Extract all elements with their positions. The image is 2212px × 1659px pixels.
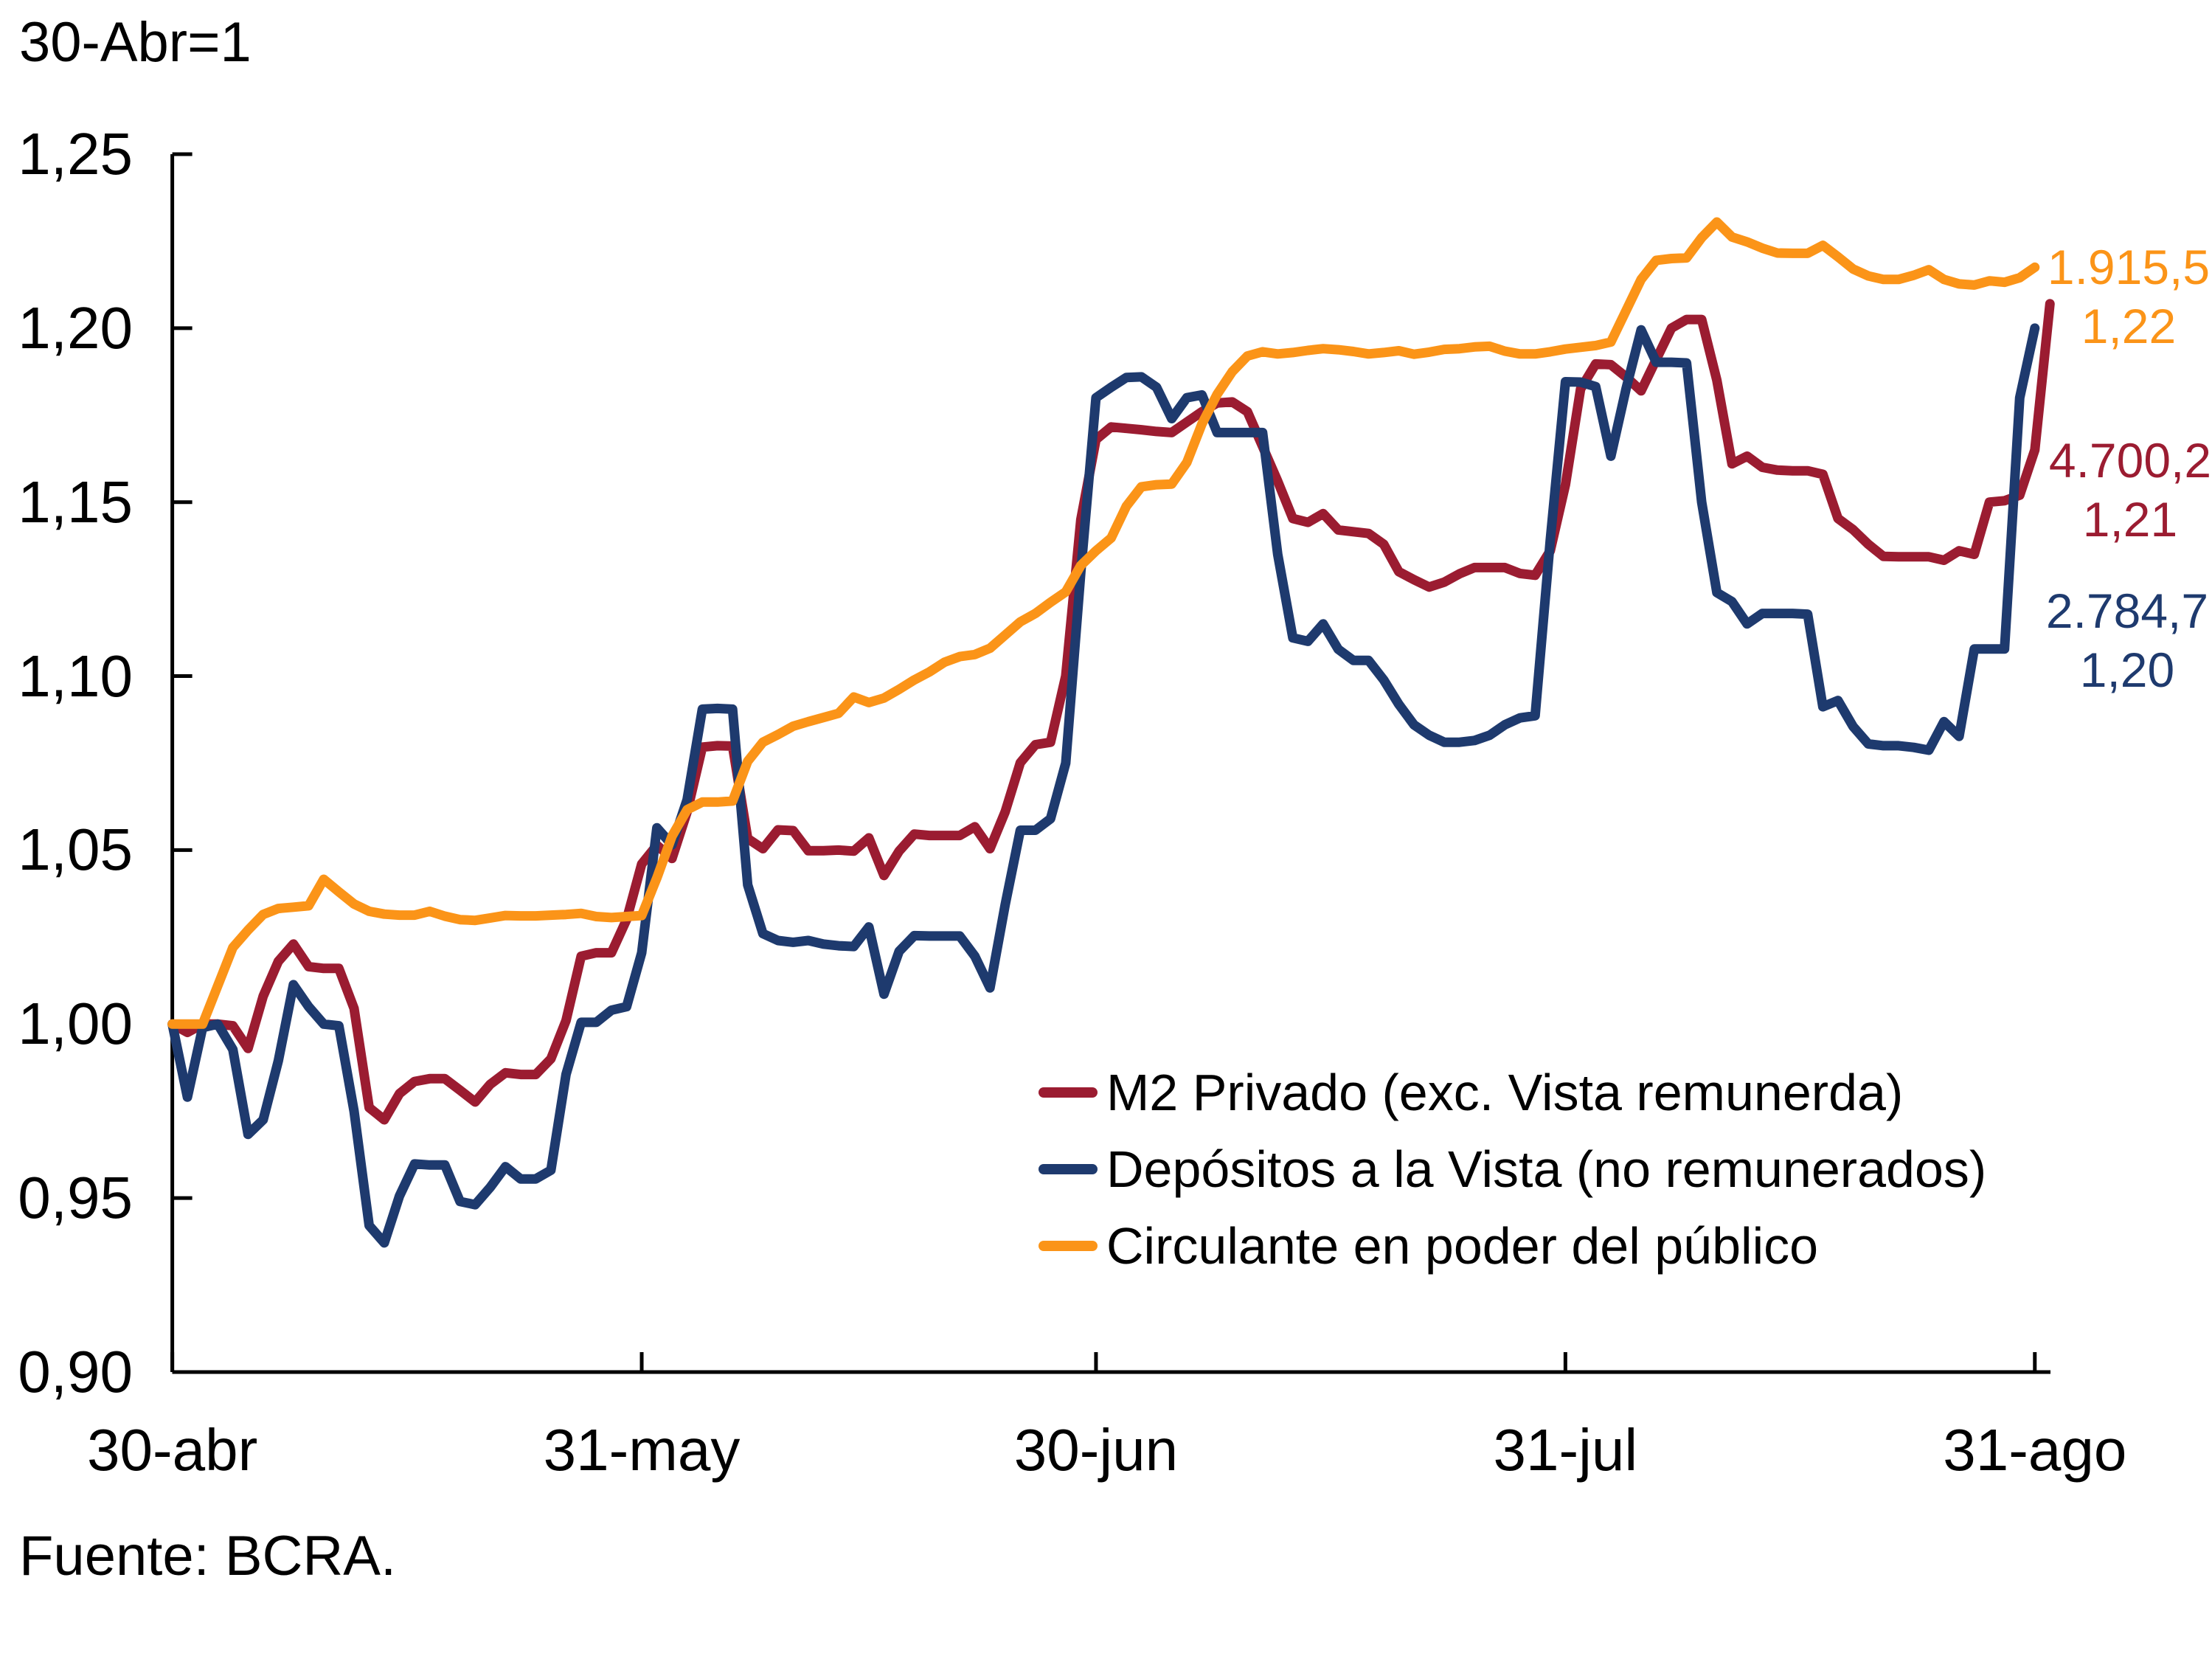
y-tick-label: 1,20 xyxy=(18,294,133,361)
m2-end-index: 1,21 xyxy=(2082,492,2178,547)
circulante-line-swatch xyxy=(1039,1241,1098,1251)
y-tick-label: 0,95 xyxy=(18,1165,133,1231)
end-label-vista: 2.784,7 1,20 xyxy=(1972,581,2212,699)
chart-title: 30-Abr=1 xyxy=(19,11,252,74)
legend-item-m2: M2 Privado (exc. Vista remunerda) xyxy=(1039,1064,1986,1121)
source-note: Fuente: BCRA. xyxy=(19,1525,397,1587)
y-tick-label: 1,15 xyxy=(18,468,133,535)
m2-end-value: 4.700,2 xyxy=(2048,433,2212,488)
y-tick-label: 1,05 xyxy=(18,817,133,883)
x-tick-label: 31-ago xyxy=(1943,1417,2127,1483)
end-label-m2: 4.700,2 1,21 xyxy=(1975,431,2212,549)
x-tick-label: 31-jul xyxy=(1493,1417,1638,1483)
x-tick-label: 30-abr xyxy=(86,1417,258,1483)
legend-label-m2: M2 Privado (exc. Vista remunerda) xyxy=(1106,1064,1904,1121)
x-tick-label: 30-jun xyxy=(1013,1417,1179,1483)
y-tick-label: 0,90 xyxy=(18,1338,133,1405)
x-tick-label: 31-may xyxy=(543,1417,741,1483)
vista-end-value: 2.784,7 xyxy=(2045,583,2209,638)
legend-item-circulante: Circulante en poder del público xyxy=(1039,1217,1986,1275)
series-line-circulante xyxy=(167,217,2040,1029)
circulante-end-index: 1,22 xyxy=(2081,299,2177,353)
legend: M2 Privado (exc. Vista remunerda) Depósi… xyxy=(1039,1064,1986,1275)
legend-item-vista: Depósitos a la Vista (no remunerados) xyxy=(1039,1140,1986,1198)
y-tick-label: 1,25 xyxy=(18,121,133,187)
series-line-m2 xyxy=(167,299,2055,1125)
legend-label-circulante: Circulante en poder del público xyxy=(1106,1217,1819,1275)
legend-label-vista: Depósitos a la Vista (no remunerados) xyxy=(1106,1140,1987,1198)
end-label-circulante: 1.915,5 1,22 xyxy=(1974,238,2212,356)
m2-line-swatch xyxy=(1039,1087,1098,1098)
y-tick-label: 1,10 xyxy=(18,643,133,709)
series-line-vista xyxy=(167,323,2040,1248)
circulante-end-value: 1.915,5 xyxy=(2047,240,2211,294)
vista-line-swatch xyxy=(1039,1164,1098,1174)
vista-end-index: 1,20 xyxy=(2079,643,2175,697)
y-tick-label: 1,00 xyxy=(18,991,133,1057)
